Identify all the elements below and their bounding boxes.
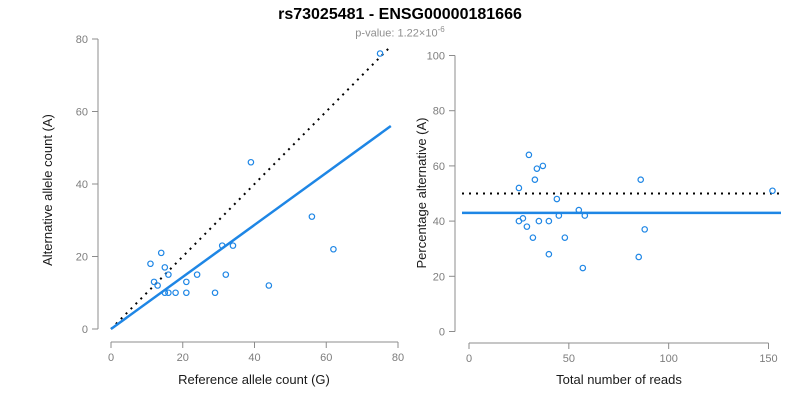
y-tick-label: 60 [76, 107, 88, 119]
data-point [535, 217, 543, 225]
identity-line [110, 45, 392, 330]
y-axis-title: Alternative allele count (A) [40, 114, 55, 266]
y-tick-label: 40 [433, 216, 445, 228]
data-point [150, 278, 158, 286]
y-tick-label: 40 [76, 179, 88, 191]
data-point [154, 282, 161, 289]
x-tick-label: 20 [177, 352, 189, 364]
percentage-vs-reads-scatter: 0 20 40 60 80 100 0 50 100 150 Total number of rea… [414, 51, 781, 387]
data-point [533, 165, 541, 172]
y-tick-label: 20 [76, 252, 88, 264]
data-point [183, 289, 190, 297]
data-point [157, 249, 165, 257]
data-point [641, 226, 649, 233]
data-point [637, 176, 645, 184]
pvalue-base-text: p-value: 1.22×10 [355, 27, 438, 40]
data-point [265, 282, 273, 289]
data-point [539, 162, 547, 170]
y-tick-label: 0 [439, 327, 445, 339]
figure-subtitle-pvalue: p-value: 1.22×10-6 [0, 25, 800, 40]
data-point [555, 212, 563, 219]
y-tick-label: 20 [433, 271, 445, 283]
x-tick-label: 0 [108, 352, 114, 364]
y-tick-label: 100 [427, 51, 445, 63]
x-tick-label: 80 [392, 352, 404, 364]
x-tick-label: 50 [563, 353, 575, 365]
y-tick-label: 80 [433, 106, 445, 118]
y-tick-label: 60 [433, 161, 445, 173]
data-point [523, 223, 531, 230]
y-tick-label: 0 [82, 324, 88, 336]
data-point [161, 264, 169, 271]
x-tick-label: 150 [759, 353, 777, 365]
data-point [165, 271, 172, 278]
data-point [529, 234, 537, 241]
data-point [229, 242, 237, 249]
data-point [165, 289, 172, 297]
data-point [218, 242, 226, 249]
fit-line [110, 124, 392, 331]
data-point [525, 151, 533, 159]
x-tick-label: 100 [659, 353, 677, 365]
data-point [561, 234, 569, 241]
x-axis-title: Reference allele count (G) [178, 372, 330, 387]
data-point [183, 278, 190, 286]
data-point [545, 217, 553, 225]
data-point [769, 187, 776, 195]
pvalue-exponent: -6 [437, 25, 445, 34]
x-tick-label: 0 [466, 353, 472, 365]
data-point [515, 184, 523, 192]
data-point [193, 271, 201, 278]
y-tick-label: 80 [76, 34, 88, 46]
y-axis-title: Percentage alternative (A) [414, 117, 429, 268]
data-point [376, 50, 384, 57]
data-point [545, 250, 553, 258]
figure-title: rs73025481 - ENSG00000181666 [278, 6, 522, 23]
data-point [581, 212, 589, 219]
data-point [247, 158, 255, 166]
data-point [172, 289, 179, 297]
data-point [161, 289, 169, 297]
data-point [553, 195, 561, 203]
x-tick-label: 40 [248, 352, 260, 364]
allele-counts-scatter: 0 20 40 60 80 0 20 40 60 80 Reference allele count… [40, 34, 404, 387]
data-point [579, 264, 587, 272]
data-point [635, 253, 643, 261]
data-point [222, 271, 230, 278]
data-point [531, 176, 539, 184]
x-tick-label: 60 [320, 352, 332, 364]
data-point [519, 215, 527, 222]
data-point [575, 206, 583, 214]
x-axis-title: Total number of reads [556, 372, 682, 387]
data-point [211, 289, 219, 297]
data-point [147, 260, 154, 268]
data-point [308, 213, 316, 220]
data-point [330, 245, 337, 253]
